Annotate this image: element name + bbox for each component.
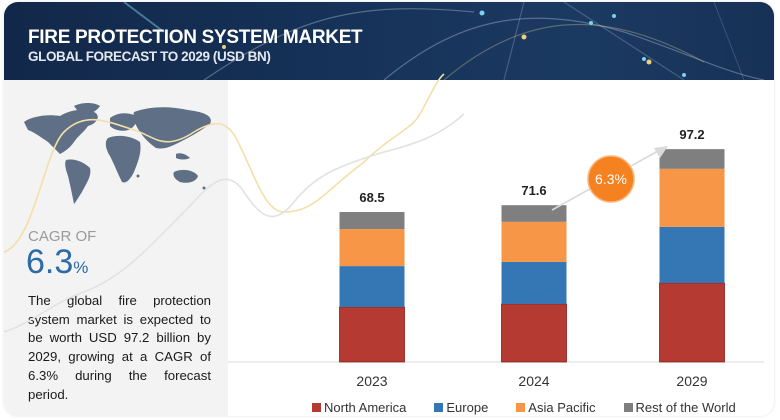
bar-segment-rest-of-the-world-2024: [501, 205, 567, 222]
bar-total-label-2024: 71.6: [521, 183, 546, 198]
bar-segment-europe-2023: [339, 266, 405, 308]
bar-segment-rest-of-the-world-2023: [339, 211, 405, 230]
legend-item-north-america: North America: [312, 400, 406, 415]
labels-layer: 68.5 2023 71.6 2024 97.2 2029: [356, 127, 707, 389]
bar-segment-europe-2024: [501, 261, 567, 304]
legend-label: Asia Pacific: [528, 400, 596, 415]
bar-segment-europe-2029: [659, 226, 725, 283]
infographic-card: FIRE PROTECTION SYSTEM MARKET GLOBAL FOR…: [4, 2, 774, 416]
legend-item-europe: Europe: [434, 400, 488, 415]
header-banner: FIRE PROTECTION SYSTEM MARKET GLOBAL FOR…: [4, 2, 774, 80]
bar-segment-rest-of-the-world-2029: [659, 149, 725, 169]
bar-segment-north-america-2024: [501, 303, 567, 363]
cagr-arrow-head: [654, 146, 668, 158]
legend-swatch: [623, 403, 633, 412]
bar-segment-asia-pacific-2023: [339, 229, 405, 267]
x-tick-label-2029: 2029: [676, 373, 707, 389]
cagr-bubble: [587, 155, 635, 203]
page-title: FIRE PROTECTION SYSTEM MARKET: [28, 27, 363, 48]
bar-segment-north-america-2023: [339, 306, 405, 363]
legend-swatch: [312, 403, 321, 412]
bar-segment-asia-pacific-2029: [659, 168, 725, 227]
bar-segment-north-america-2029: [659, 282, 725, 363]
legend-label: Europe: [446, 400, 489, 415]
legend-item-asia-pacific: Asia Pacific: [516, 400, 596, 415]
bars-layer: [339, 149, 725, 363]
cagr-bubble-label: 6.3%: [595, 171, 627, 187]
stacked-bar-chart: 6.3% 68.5 2023 71.6 2024 97.2 2029: [228, 127, 764, 389]
chart-legend: North America Europe Asia Pacific Rest of t…: [312, 400, 764, 415]
cagr-annotation: 6.3%: [551, 146, 668, 211]
legend-swatch: [434, 403, 444, 412]
bar-total-label-2029: 97.2: [679, 127, 704, 142]
legend-label: North America: [324, 400, 407, 415]
page-subtitle: GLOBAL FORECAST TO 2029 (USD BN): [28, 49, 271, 64]
legend-label: Rest of the World: [635, 400, 736, 415]
bar-total-label-2023: 68.5: [359, 190, 384, 205]
legend-swatch: [516, 403, 526, 412]
bar-segment-asia-pacific-2024: [501, 221, 567, 262]
x-tick-label-2023: 2023: [356, 373, 387, 389]
legend-item-rest-of-the-world: Rest of the World: [623, 400, 736, 415]
header-light-streaks: [123, 2, 765, 80]
x-tick-label-2024: 2024: [518, 373, 549, 389]
